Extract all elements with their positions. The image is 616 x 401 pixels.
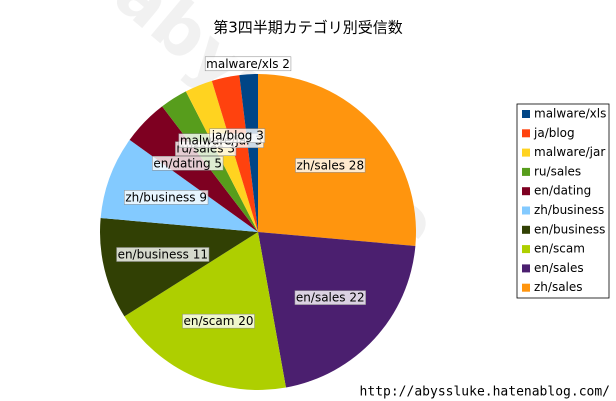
data-label: zh/sales 28 bbox=[296, 158, 364, 172]
legend-swatch bbox=[522, 206, 530, 215]
data-label-bg bbox=[204, 56, 292, 72]
legend-label: en/scam bbox=[534, 242, 585, 256]
data-label-bg bbox=[124, 190, 209, 205]
legend-label: en/business bbox=[534, 222, 605, 236]
legend-label: zh/sales bbox=[534, 280, 583, 294]
legend-label: en/sales bbox=[534, 261, 584, 275]
legend-box bbox=[516, 103, 610, 299]
legend-swatch bbox=[522, 148, 530, 157]
pie-slice bbox=[124, 232, 286, 391]
pie-slice bbox=[100, 139, 259, 232]
data-label-bg bbox=[116, 247, 210, 262]
data-label-bg bbox=[209, 128, 266, 143]
data-label: en/scam 20 bbox=[184, 314, 254, 328]
pie bbox=[99, 74, 417, 391]
data-label: malware/xls 2 bbox=[206, 57, 290, 71]
chart-title: 第3四半期カテゴリ別受信数 bbox=[213, 19, 403, 37]
legend-swatch bbox=[522, 110, 530, 118]
legend-swatch bbox=[522, 129, 530, 138]
footer-url: http://abyssluke.hatenablog.com/ bbox=[360, 385, 610, 400]
legend-swatch bbox=[522, 225, 530, 234]
legend-label: malware/xls bbox=[534, 107, 606, 121]
data-label: ja/blog 3 bbox=[211, 129, 264, 143]
data-label: en/business 11 bbox=[118, 248, 208, 262]
legend-label: ja/blog bbox=[533, 126, 575, 140]
data-label-bg bbox=[182, 313, 255, 329]
data-label-bg bbox=[295, 158, 366, 173]
legend-label: ru/sales bbox=[534, 164, 581, 178]
legend-label: zh/business bbox=[534, 203, 604, 217]
legend-swatch bbox=[522, 264, 530, 273]
data-label-bg bbox=[294, 290, 366, 305]
data-label: en/dating 5 bbox=[153, 156, 222, 170]
data-labels: zh/sales 28 en/sales 22 en/scam 20 en/busin… bbox=[116, 56, 366, 329]
legend-label: malware/jar bbox=[534, 145, 605, 159]
legend-swatch bbox=[522, 283, 530, 292]
legend-swatch bbox=[522, 245, 530, 254]
legend-label: en/dating bbox=[534, 184, 591, 198]
legend: malware/xls ja/blog malware/jar ru/sales en/… bbox=[522, 107, 606, 294]
legend-swatch bbox=[522, 167, 530, 176]
pie-slice bbox=[239, 74, 258, 232]
legend-swatch bbox=[522, 187, 530, 196]
pie-slice bbox=[258, 232, 416, 388]
data-label: en/sales 22 bbox=[296, 291, 365, 305]
pie-slice bbox=[99, 217, 258, 317]
data-label-bg bbox=[152, 156, 224, 171]
data-label: zh/business 9 bbox=[125, 190, 207, 204]
